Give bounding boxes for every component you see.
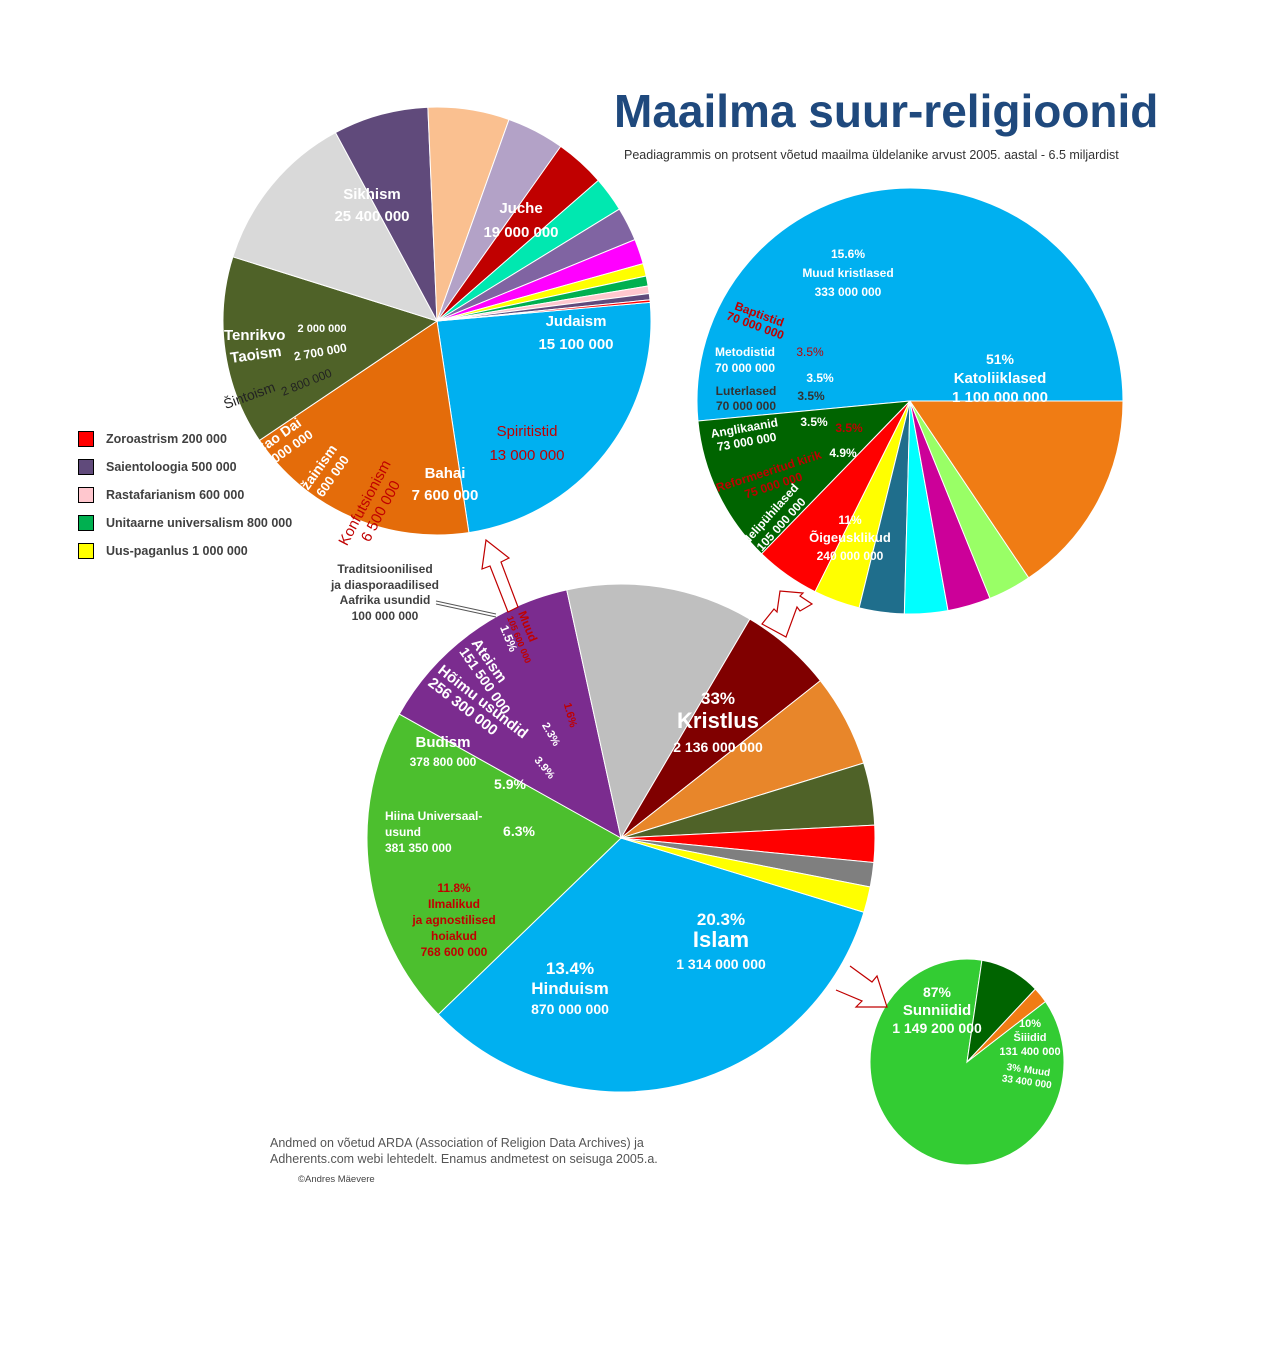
label-hiina-pct: 6.3% — [503, 823, 535, 839]
label-reformeeritud-pct: 3.5% — [835, 421, 863, 435]
source-line: Andmed on võetud ARDA (Association of Re… — [270, 1136, 644, 1150]
main-slice-kristlus — [437, 837, 865, 1093]
legend-item: Saientoloogia 500 000 — [78, 453, 292, 481]
legend-label: Saientoloogia 500 000 — [106, 460, 237, 474]
label-baptistid-pct: 3.5% — [796, 345, 824, 359]
label-budism-pct: 5.9% — [494, 776, 526, 792]
label-katoliiklased: 51% Katoliiklased 1 100 000 000 — [952, 351, 1048, 406]
legend-swatch — [78, 487, 94, 503]
arrow-to-islam — [835, 965, 888, 1008]
label-islam: 20.3% Islam 1 314 000 000 — [676, 910, 766, 972]
kristlus-slice-oigeusklikud — [697, 400, 912, 555]
legend-swatch — [78, 459, 94, 475]
label-metodistid: Metodistid 70 000 000 — [715, 345, 775, 375]
legend-swatch — [78, 515, 94, 531]
aafrika-usundid-label: Traditsioonilised ja diasporaadilised Aa… — [310, 562, 460, 624]
label-hinduism: 13.4% Hinduism 870 000 000 — [531, 959, 609, 1017]
muud-slice-sikhism — [436, 301, 652, 534]
main-slice-ilmalikud-ja-agnostilised-hoiakud — [566, 583, 751, 840]
label-anglikaanid-pct: 3.5% — [800, 415, 828, 429]
label-budism: Budism 378 800 000 — [410, 734, 477, 769]
aafrika-label-line: ja diasporaadilised — [330, 577, 440, 592]
kristlus-slice-muud-kristlased — [909, 400, 1124, 579]
muud-slice-spiritistid — [232, 131, 439, 322]
kristlus-pie — [696, 187, 1124, 615]
kristlus-slice-katoliiklased — [696, 187, 1124, 422]
source-line: Adherents.com webi lehtedelt. Enamus and… — [270, 1152, 658, 1166]
label-metodistid-pct: 3.5% — [806, 371, 834, 385]
label-muud-kristlased: 15.6% Muud kristlased 333 000 000 — [802, 247, 893, 299]
label-tenrikvo-val: 2 000 000 — [298, 323, 347, 335]
label-tenrikvo: Tenrikvo — [224, 327, 285, 344]
label-oigeusklikud: 11% Õigeusklikud 240 000 000 — [809, 513, 891, 563]
leader-line — [435, 600, 497, 618]
main-slice-muud — [620, 837, 871, 913]
main-slice-hinduism — [398, 589, 622, 839]
arrow-to-muud — [481, 538, 519, 613]
legend-item: Uus-paganlus 1 000 000 — [78, 537, 292, 565]
aafrika-label-line: Aafrika usundid — [339, 593, 431, 607]
legend-swatch — [78, 431, 94, 447]
copyright: ©Andres Mäevere — [298, 1174, 375, 1185]
muud-slice-judaism — [222, 256, 439, 442]
source-note: Andmed on võetud ARDA (Association of Re… — [270, 1135, 658, 1167]
legend-label: Uus-paganlus 1 000 000 — [106, 544, 248, 558]
label-spiritistid: Spiritistid 13 000 000 — [489, 423, 564, 464]
islam-pie — [869, 958, 1065, 1166]
label-sikhism: Sikhism 25 400 000 — [334, 186, 409, 225]
label-siiidid: 10% Šiiidid 131 400 000 — [999, 1018, 1060, 1058]
page-subtitle: Peadiagrammis on protsent võetud maailma… — [624, 148, 1119, 162]
label-juche: Juche 19 000 000 — [483, 200, 558, 241]
label-taoism: Taoism — [229, 343, 282, 367]
label-judaism: Judaism 15 100 000 — [538, 313, 613, 353]
label-kristlus: 33% Kristlus 2 136 000 000 — [673, 689, 763, 755]
label-luterlased-pct: 3.5% — [797, 389, 825, 403]
aafrika-label-line: Traditsioonilised — [337, 562, 433, 576]
muud-slice-zoroastrism — [436, 299, 651, 322]
label-sunniidid: 87% Sunniidid 1 149 200 000 — [892, 984, 982, 1036]
label-hiina: Hiina Universaal-usund 381 350 000 — [385, 809, 482, 855]
legend-item: Unitaarne universalism 800 000 — [78, 509, 292, 537]
legend-label: Unitaarne universalism 800 000 — [106, 516, 293, 530]
legend-swatch — [78, 543, 94, 559]
connector-arrows — [481, 538, 888, 1008]
aafrika-label-line: 100 000 000 — [351, 608, 419, 623]
legend-item: Rastafarianism 600 000 — [78, 481, 292, 509]
legend-item: Zoroastrism 200 000 — [78, 425, 292, 453]
legend-label: Rastafarianism 600 000 — [106, 488, 245, 502]
label-bahai: Bahai 7 600 000 — [412, 465, 479, 504]
muud-pie — [222, 106, 652, 536]
main-slice-islam — [366, 713, 622, 1016]
label-luterlased: Luterlased 70 000 000 — [716, 384, 777, 413]
muud-slice-juche — [258, 320, 470, 536]
label-ilmalikud: 11.8% Ilmalikud ja agnostilised hoiakud 768 … — [411, 881, 495, 959]
legend: Zoroastrism 200 000 Saientoloogia 500 00… — [78, 425, 292, 565]
page-title: Maailma suur-religioonid — [614, 85, 1159, 137]
main-pie — [366, 583, 876, 1093]
legend-label: Zoroastrism 200 000 — [106, 432, 227, 446]
label-nelipuhilased-pct: 4.9% — [829, 446, 857, 460]
arrow-to-kristlus — [761, 590, 814, 638]
islam-slice-muud — [966, 988, 1047, 1063]
